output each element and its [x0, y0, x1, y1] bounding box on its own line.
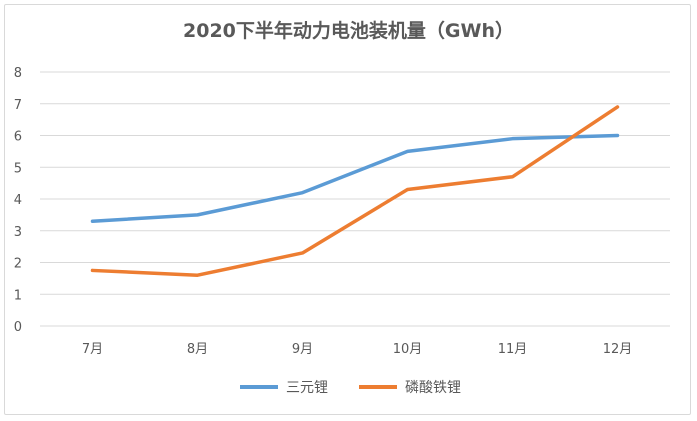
- x-tick-label: 8月: [187, 342, 208, 357]
- x-tick-label: 11月: [498, 342, 528, 357]
- y-tick-label: 8: [14, 66, 22, 81]
- gridlines: [40, 71, 670, 327]
- y-tick-label: 4: [14, 193, 22, 208]
- y-tick-label: 6: [14, 130, 22, 145]
- y-tick-label: 0: [14, 320, 22, 335]
- legend: 三元锂 磷酸铁锂: [240, 380, 461, 396]
- legend-label-0: 三元锂: [286, 380, 328, 396]
- y-tick-label: 2: [14, 257, 22, 272]
- y-tick-label: 5: [14, 161, 22, 176]
- chart-title: 2020下半年动力电池装机量（GWh）: [183, 20, 514, 42]
- legend-label-1: 磷酸铁锂: [405, 380, 461, 396]
- y-tick-label: 7: [14, 98, 22, 113]
- series-lines: [90, 105, 620, 277]
- x-tick-label: 10月: [393, 342, 423, 357]
- x-tick-label: 9月: [292, 342, 313, 357]
- y-tick-label: 1: [14, 288, 22, 303]
- x-tick-label: 12月: [603, 342, 633, 357]
- y-tick-label: 3: [14, 225, 22, 240]
- series-line-1: [90, 105, 620, 277]
- series-line-0: [90, 133, 620, 223]
- x-tick-label: 7月: [82, 342, 103, 357]
- y-axis-ticks: 0 1 2 3 4 5 6 7 8: [14, 66, 22, 335]
- x-axis-ticks: 7月 8月 9月 10月 11月 12月: [82, 342, 632, 357]
